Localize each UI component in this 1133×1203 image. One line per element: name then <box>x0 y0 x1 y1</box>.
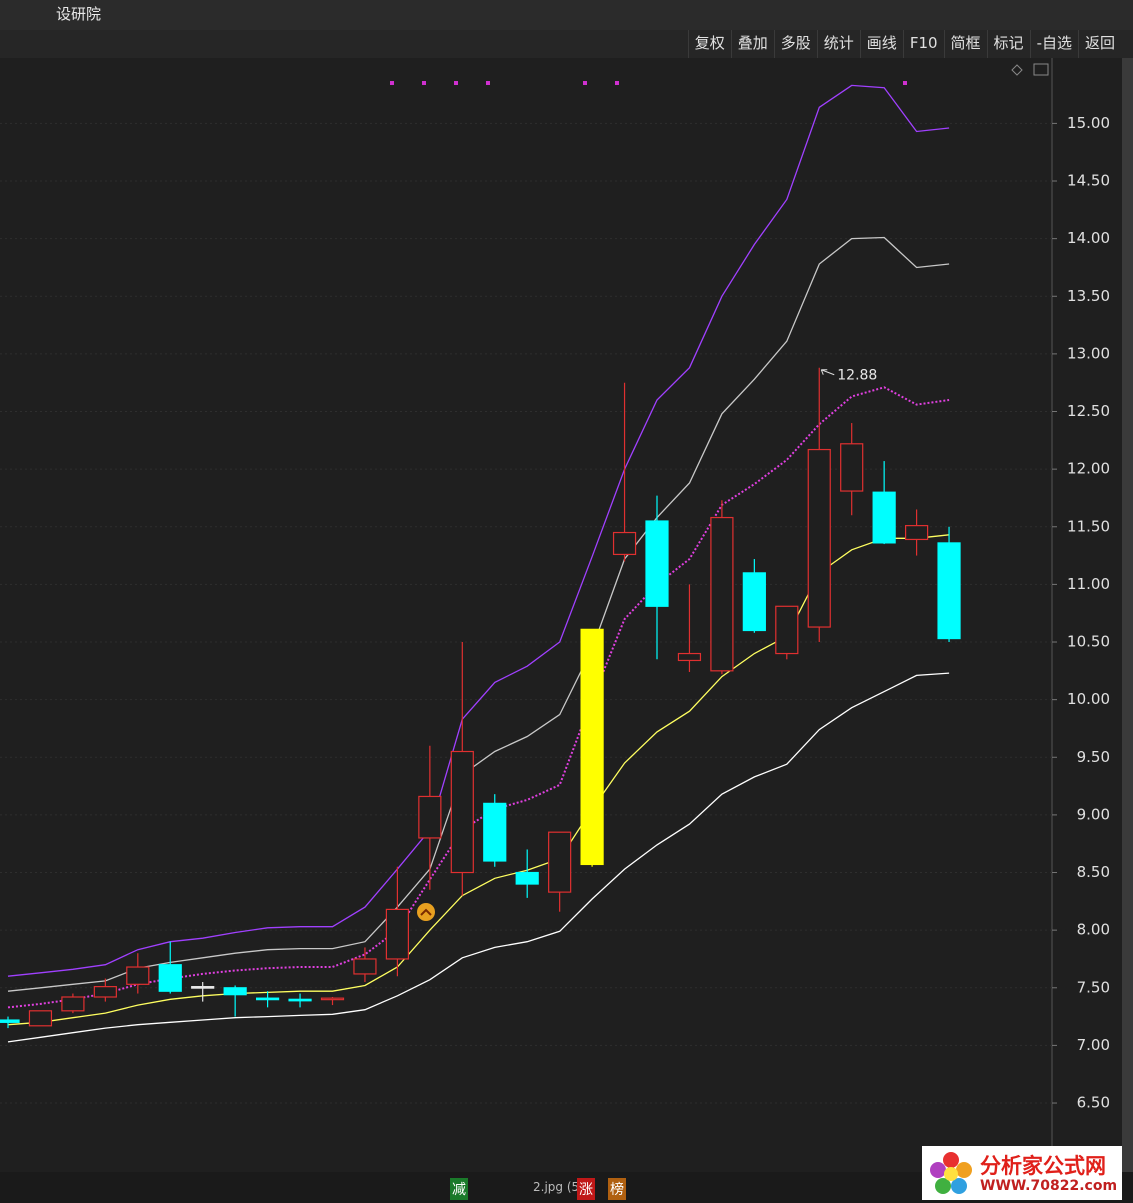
logo-url: WWW.70822.com <box>980 1178 1118 1194</box>
file-name: 2.jpg (5/ <box>533 1180 584 1194</box>
signal-icon <box>417 903 435 921</box>
chart-bg <box>0 58 1122 1172</box>
y-tick-label: 14.00 <box>1067 229 1110 247</box>
toolbar-button[interactable]: 画线 <box>859 30 903 58</box>
toolbar-button[interactable]: F10 <box>902 30 944 58</box>
icon <box>1033 63 1049 76</box>
candle-body <box>904 525 929 541</box>
candle-body <box>28 1010 53 1027</box>
candle-body <box>807 448 831 628</box>
y-tick-label: 11.00 <box>1067 575 1110 593</box>
logo-flower <box>930 1152 972 1194</box>
y-tick-label: 12.00 <box>1067 460 1110 478</box>
toolbar-button[interactable]: 复权 <box>687 30 731 58</box>
candle-body <box>515 871 539 885</box>
logo-name: 分析家公式网 <box>980 1154 1106 1178</box>
y-tick-label: 9.00 <box>1077 805 1110 823</box>
y-tick-label: 12.50 <box>1067 402 1110 420</box>
logo: 分析家公式网 WWW.70822.com <box>922 1146 1122 1200</box>
y-tick-label: 7.50 <box>1077 978 1110 996</box>
indicator-line <box>7 236 950 992</box>
candle-body <box>483 802 507 862</box>
indicator-line <box>7 84 950 977</box>
chart: 6.50 7.00 7.50 8.00 8.50 9.00 9.50 10.00 10.50 11… <box>0 58 1133 1172</box>
y-tick-label: 8.50 <box>1077 863 1110 881</box>
toolbar-button[interactable]: 统计 <box>816 30 860 58</box>
candle-body <box>320 997 345 1001</box>
title-bar: 设研院 <box>0 0 1133 30</box>
candle-body <box>775 605 799 655</box>
y-tick-label: 15.00 <box>1067 114 1110 132</box>
tag: 涨 <box>577 1178 595 1200</box>
y-tick-label: 13.50 <box>1067 287 1110 305</box>
y-tick-label: 6.50 <box>1077 1094 1110 1112</box>
candle-body <box>288 998 312 1002</box>
candle-body <box>61 996 85 1012</box>
toolbar-button[interactable]: 多股 <box>773 30 817 58</box>
indicator-line <box>7 672 950 1043</box>
y-tick-label: 8.00 <box>1077 921 1110 939</box>
candle-body <box>645 520 669 607</box>
candle-body <box>450 750 474 874</box>
toolbar-button[interactable]: 返回 <box>1077 30 1121 58</box>
scrollbar <box>1122 58 1133 1172</box>
y-tick-label: 7.00 <box>1077 1036 1110 1054</box>
annotation-arrow <box>820 369 835 376</box>
candle-body <box>0 1019 20 1023</box>
candle-body <box>742 572 766 632</box>
window-title: 设研院 <box>56 5 102 23</box>
tag: 减 <box>450 1178 468 1200</box>
candle-body <box>126 966 150 985</box>
toolbar-button[interactable]: 叠加 <box>730 30 774 58</box>
indicator-line <box>7 386 950 1009</box>
candle-body <box>256 997 280 1001</box>
candle-body <box>677 652 702 662</box>
icon <box>1011 64 1023 76</box>
candle-body <box>385 908 409 960</box>
candle-body <box>353 958 377 975</box>
toolbar-button[interactable]: 标记 <box>986 30 1030 58</box>
y-tick-label: 9.50 <box>1077 748 1110 766</box>
toolbar-button[interactable]: 简框 <box>943 30 987 58</box>
toolbar-button[interactable]: -自选 <box>1029 30 1078 58</box>
candle-body <box>937 542 961 640</box>
candle-body <box>548 831 572 893</box>
candle-body <box>418 795 442 839</box>
candle-body <box>191 986 215 989</box>
annotation: 12.88 <box>837 368 877 384</box>
y-tick-label: 10.00 <box>1067 690 1110 708</box>
candle-body <box>872 491 896 544</box>
candle-body <box>612 531 637 556</box>
candle-body <box>93 986 117 998</box>
y-tick-label: 13.00 <box>1067 344 1110 362</box>
candle-body <box>710 516 734 672</box>
toolbar-buttons: 复权 叠加 多股 统计 画线 F10 简框 标记 -自选 返回 <box>687 30 1121 58</box>
candle-body <box>158 964 182 992</box>
y-tick-label: 11.50 <box>1067 517 1110 535</box>
candle-body <box>840 443 864 492</box>
y-tick-label: 14.50 <box>1067 172 1110 190</box>
candle-body <box>580 628 604 866</box>
tag: 榜 <box>608 1178 626 1200</box>
candle-body <box>223 987 247 996</box>
toolbar: 复权 叠加 多股 统计 画线 F10 简框 标记 -自选 返回 <box>0 30 1133 59</box>
y-tick-label: 10.50 <box>1067 633 1110 651</box>
signal-dots <box>390 81 907 85</box>
